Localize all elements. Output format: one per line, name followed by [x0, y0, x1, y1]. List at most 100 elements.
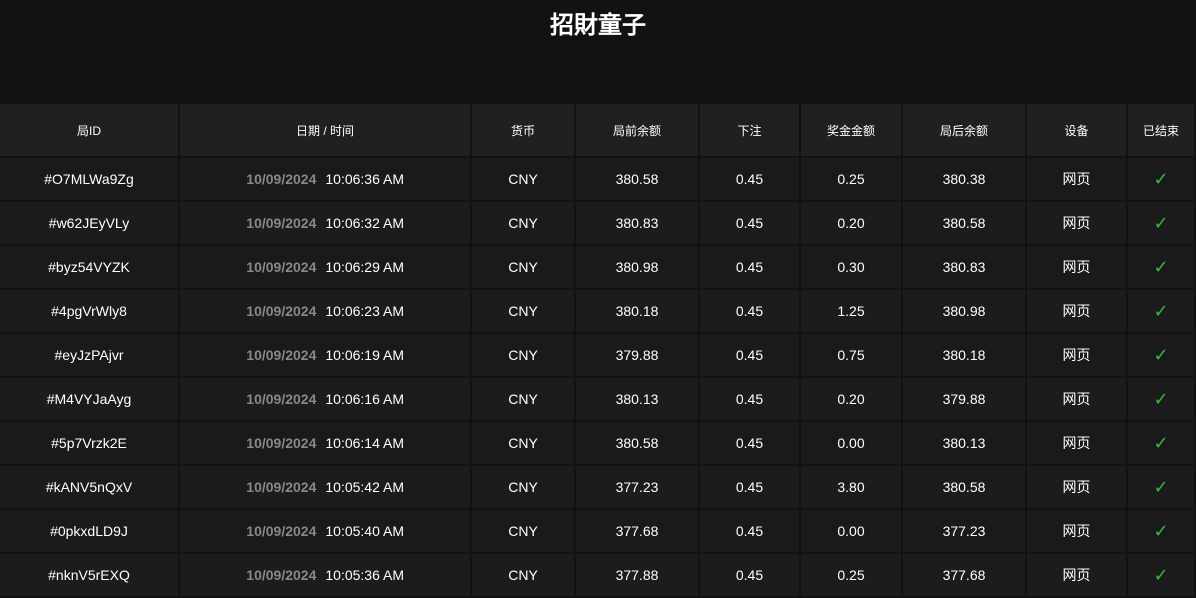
round-id[interactable]: #byz54VYZK — [0, 246, 180, 290]
balance-before: 380.58 — [576, 422, 700, 466]
table-row[interactable]: #eyJzPAjvr 10/09/2024 10:06:19 AM CNY 379… — [0, 334, 1196, 378]
round-id[interactable]: #w62JEyVLy — [0, 202, 180, 246]
balance-after: 380.98 — [903, 290, 1027, 334]
device: 网页 — [1027, 378, 1128, 422]
column-header: 局前余额 — [576, 104, 700, 158]
round-id[interactable]: #4pgVrWly8 — [0, 290, 180, 334]
table-row[interactable]: #5p7Vrzk2E 10/09/2024 10:06:14 AM CNY 380… — [0, 422, 1196, 466]
checkmark-icon: ✓ — [1153, 476, 1169, 497]
balance-after: 377.68 — [903, 554, 1027, 598]
bet: 0.45 — [700, 158, 801, 202]
round-id[interactable]: #nknV5rEXQ — [0, 554, 180, 598]
currency: CNY — [472, 510, 576, 554]
balance-after: 380.13 — [903, 422, 1027, 466]
column-header: 下注 — [700, 104, 801, 158]
round-id[interactable]: #5p7Vrzk2E — [0, 422, 180, 466]
balance-before: 380.18 — [576, 290, 700, 334]
table-row[interactable]: #kANV5nQxV 10/09/2024 10:05:42 AM CNY 377… — [0, 466, 1196, 510]
currency: CNY — [472, 466, 576, 510]
round-id[interactable]: #eyJzPAjvr — [0, 334, 180, 378]
date: 10/09/2024 — [246, 215, 317, 231]
round-id[interactable]: #O7MLWa9Zg — [0, 158, 180, 202]
date: 10/09/2024 — [246, 479, 317, 495]
time: 10:06:16 AM — [325, 391, 404, 407]
checkmark-icon: ✓ — [1153, 168, 1169, 189]
win-amount: 0.25 — [801, 158, 903, 202]
table-row[interactable]: #byz54VYZK 10/09/2024 10:06:29 AM CNY 380… — [0, 246, 1196, 290]
date: 10/09/2024 — [246, 259, 317, 275]
balance-after: 377.23 — [903, 510, 1027, 554]
currency: CNY — [472, 378, 576, 422]
currency: CNY — [472, 290, 576, 334]
datetime: 10/09/2024 10:06:32 AM — [180, 202, 472, 246]
round-id[interactable]: #M4VYJaAyg — [0, 378, 180, 422]
win-amount: 0.00 — [801, 510, 903, 554]
datetime: 10/09/2024 10:06:19 AM — [180, 334, 472, 378]
time: 10:06:32 AM — [325, 215, 404, 231]
checkmark-icon: ✓ — [1153, 212, 1169, 233]
date: 10/09/2024 — [246, 523, 317, 539]
date: 10/09/2024 — [246, 171, 317, 187]
time: 10:06:14 AM — [325, 435, 404, 451]
currency: CNY — [472, 246, 576, 290]
finished: ✓ — [1128, 202, 1196, 246]
round-id[interactable]: #kANV5nQxV — [0, 466, 180, 510]
table-row[interactable]: #M4VYJaAyg 10/09/2024 10:06:16 AM CNY 380… — [0, 378, 1196, 422]
datetime: 10/09/2024 10:05:36 AM — [180, 554, 472, 598]
date: 10/09/2024 — [246, 303, 317, 319]
bet: 0.45 — [700, 378, 801, 422]
device: 网页 — [1027, 158, 1128, 202]
column-header: 局ID — [0, 104, 180, 158]
device: 网页 — [1027, 334, 1128, 378]
balance-after: 380.58 — [903, 202, 1027, 246]
column-header: 货币 — [472, 104, 576, 158]
balance-before: 377.23 — [576, 466, 700, 510]
time: 10:06:29 AM — [325, 259, 404, 275]
win-amount: 3.80 — [801, 466, 903, 510]
bet: 0.45 — [700, 422, 801, 466]
device: 网页 — [1027, 290, 1128, 334]
table-row[interactable]: #O7MLWa9Zg 10/09/2024 10:06:36 AM CNY 380… — [0, 158, 1196, 202]
time: 10:06:19 AM — [325, 347, 404, 363]
checkmark-icon: ✓ — [1153, 300, 1169, 321]
table-row[interactable]: #4pgVrWly8 10/09/2024 10:06:23 AM CNY 380… — [0, 290, 1196, 334]
round-id[interactable]: #0pkxdLD9J — [0, 510, 180, 554]
win-amount: 0.20 — [801, 378, 903, 422]
checkmark-icon: ✓ — [1153, 388, 1169, 409]
currency: CNY — [472, 158, 576, 202]
balance-before: 379.88 — [576, 334, 700, 378]
datetime: 10/09/2024 10:06:29 AM — [180, 246, 472, 290]
device: 网页 — [1027, 202, 1128, 246]
balance-after: 380.38 — [903, 158, 1027, 202]
table-row[interactable]: #w62JEyVLy 10/09/2024 10:06:32 AM CNY 380… — [0, 202, 1196, 246]
date: 10/09/2024 — [246, 347, 317, 363]
checkmark-icon: ✓ — [1153, 344, 1169, 365]
game-history-table: 局ID 日期 / 时间 货币 局前余额 下注 奖金金额 局后余额 设备 已结束 #O7MLWa9… — [0, 104, 1196, 598]
bet: 0.45 — [700, 246, 801, 290]
finished: ✓ — [1128, 334, 1196, 378]
time: 10:05:40 AM — [325, 523, 404, 539]
table-row[interactable]: #0pkxdLD9J 10/09/2024 10:05:40 AM CNY 377… — [0, 510, 1196, 554]
column-header: 日期 / 时间 — [180, 104, 472, 158]
device: 网页 — [1027, 246, 1128, 290]
datetime: 10/09/2024 10:06:16 AM — [180, 378, 472, 422]
finished: ✓ — [1128, 246, 1196, 290]
win-amount: 0.20 — [801, 202, 903, 246]
win-amount: 1.25 — [801, 290, 903, 334]
balance-after: 380.83 — [903, 246, 1027, 290]
table-row[interactable]: #nknV5rEXQ 10/09/2024 10:05:36 AM CNY 377… — [0, 554, 1196, 598]
time: 10:05:36 AM — [325, 567, 404, 583]
datetime: 10/09/2024 10:06:14 AM — [180, 422, 472, 466]
checkmark-icon: ✓ — [1153, 520, 1169, 541]
date: 10/09/2024 — [246, 391, 317, 407]
balance-before: 380.13 — [576, 378, 700, 422]
date: 10/09/2024 — [246, 435, 317, 451]
bet: 0.45 — [700, 334, 801, 378]
datetime: 10/09/2024 10:05:40 AM — [180, 510, 472, 554]
column-header: 设备 — [1027, 104, 1128, 158]
balance-before: 377.68 — [576, 510, 700, 554]
bet: 0.45 — [700, 466, 801, 510]
time: 10:05:42 AM — [325, 479, 404, 495]
bet: 0.45 — [700, 554, 801, 598]
finished: ✓ — [1128, 422, 1196, 466]
